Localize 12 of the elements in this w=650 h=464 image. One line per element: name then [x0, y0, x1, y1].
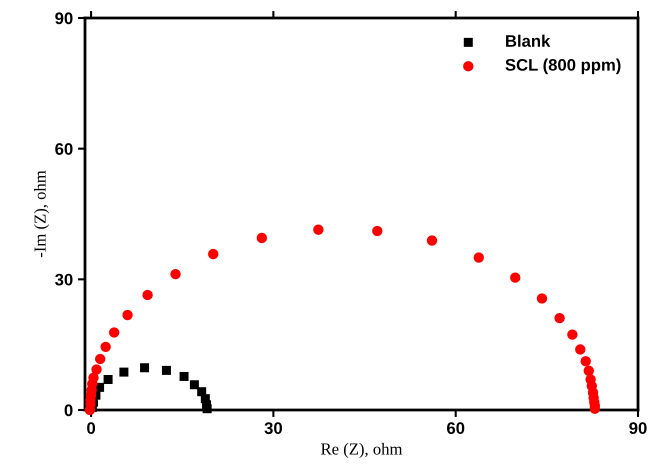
y-axis-title: -Im (Z), ohm	[34, 170, 50, 258]
legend-label: Blank	[506, 34, 550, 47]
x-tick-label: 60	[447, 422, 464, 434]
x-tick-label: 30	[264, 422, 282, 434]
x-axis-title: Re (Z), ohm	[321, 442, 402, 458]
y-tick-label: 60	[55, 143, 73, 155]
y-tick-label: 0	[64, 404, 73, 416]
x-tick-label: 90	[629, 422, 647, 434]
y-tick-label: 30	[55, 274, 73, 286]
x-tick-label: 0	[87, 422, 96, 434]
legend-label: SCL (800 ppm)	[505, 58, 621, 74]
y-tick-label: 90	[55, 12, 73, 24]
